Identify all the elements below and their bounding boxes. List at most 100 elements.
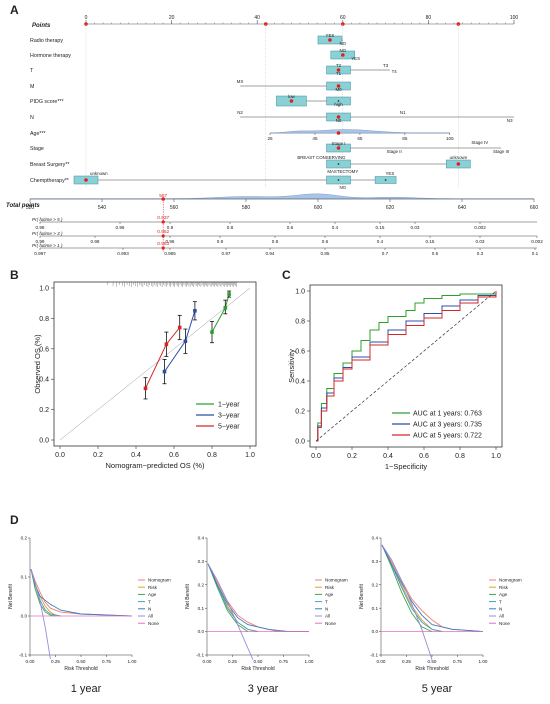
x-tick-label: 1.00 xyxy=(305,659,314,664)
y-axis-label: Net Benefit xyxy=(359,584,365,609)
legend-label: AUC at 1 years: 0.763 xyxy=(413,411,482,418)
dca-line xyxy=(207,563,259,633)
legend-label: 1−year xyxy=(218,402,240,409)
y-axis-label: Net Benefit xyxy=(8,584,14,609)
x-tick-label: 0.00 xyxy=(26,659,35,664)
level-label: NO xyxy=(340,48,347,53)
level-label: N3 xyxy=(507,118,513,123)
legend-label: N xyxy=(499,607,502,612)
y-tick-label: 0.2 xyxy=(198,582,205,587)
legend-label: None xyxy=(499,621,510,626)
legend-label: AUC at 3 years: 0.735 xyxy=(413,422,482,429)
dca-line xyxy=(30,569,133,617)
level-marker xyxy=(289,99,294,103)
x-tick-label: 0.25 xyxy=(51,659,60,664)
level-marker xyxy=(456,162,461,166)
variable-label: Radio therapy xyxy=(30,38,63,44)
age-tick-label: 25 xyxy=(267,136,273,141)
roc-curve xyxy=(316,291,497,442)
calibration-point xyxy=(183,339,188,343)
dca-subplot: 0.00 0.25 0.50 0.75 1.00 -0.1 0.0 0.1 0.2 0.3 0.4 R… xyxy=(185,536,348,695)
level-label: T2 xyxy=(336,63,342,68)
level-marker xyxy=(336,115,341,119)
age-tick-label: 105 xyxy=(446,136,454,141)
level-marker xyxy=(341,53,345,57)
points-tick-label: 40 xyxy=(254,15,260,21)
x-tick-label: 0.2 xyxy=(93,452,103,459)
x-axis-label: 1−Specificity xyxy=(385,462,428,471)
prob-tick-label: 0.8 xyxy=(272,239,279,244)
prob-tick-label: 0.94 xyxy=(266,251,275,256)
total-tick-label: 580 xyxy=(242,205,251,211)
level-label: MASTECTOMY xyxy=(327,169,358,174)
y-tick-label: 0.2 xyxy=(39,407,49,414)
y-tick-label: 0.3 xyxy=(198,559,205,564)
points-label: Points xyxy=(32,23,51,29)
y-tick-label: 1.0 xyxy=(295,289,305,296)
x-tick-label: 0.6 xyxy=(419,453,429,460)
prob-tick-label: 0.9 xyxy=(217,239,224,244)
calibration-point xyxy=(227,292,231,296)
variable-label: Chemptherapy** xyxy=(30,178,69,184)
dca-line xyxy=(30,569,61,617)
variable-label: M xyxy=(30,84,34,90)
level-label: N2 xyxy=(237,110,243,115)
panel-a-label: A xyxy=(10,3,19,17)
y-tick-label: 0.0 xyxy=(198,629,205,634)
panel-d: D 0.00 0.25 0.50 0.75 1.00 -0.1 0.0 0.1 0.2 Risk T… xyxy=(8,513,522,695)
variable-label: Hormone therapy xyxy=(30,53,71,59)
legend-label: All xyxy=(148,614,153,619)
x-axis-label: Risk Threshold xyxy=(415,666,448,672)
dca-line xyxy=(381,544,484,633)
dca-line xyxy=(381,544,433,633)
total-tick-label: 560 xyxy=(170,205,179,211)
y-tick-label: 0.8 xyxy=(295,319,305,326)
x-tick-label: 0.6 xyxy=(169,452,179,459)
prob-tick-label: 0.6 xyxy=(287,225,294,230)
legend-label: T xyxy=(148,599,151,604)
level-label: T1 xyxy=(336,71,342,76)
calibration-point xyxy=(193,309,197,313)
legend-label: N xyxy=(148,607,151,612)
x-tick-label: 0.75 xyxy=(279,659,288,664)
level-marker xyxy=(84,178,88,182)
level-label: high xyxy=(334,102,343,107)
prob-marker xyxy=(161,246,165,250)
y-tick-label: 0.2 xyxy=(372,582,379,587)
prob-tick-label: 0.985 xyxy=(164,251,176,256)
prob-value: 0.952 xyxy=(157,229,169,235)
x-axis-label: Risk Threshold xyxy=(64,666,97,672)
prob-tick-label: 0.15 xyxy=(376,225,385,230)
prob-tick-label: 0.1 xyxy=(532,251,539,256)
prob-label: Pr( futime > 1 ) xyxy=(32,243,63,248)
x-tick-label: 0.25 xyxy=(228,659,237,664)
variable-label: Breast Surgery** xyxy=(30,162,69,168)
level-label: T3 xyxy=(383,63,389,68)
subplot-caption: 5 year xyxy=(422,683,453,695)
dca-line xyxy=(30,569,51,659)
y-tick-label: 0.6 xyxy=(39,346,49,353)
y-tick-label: 0.0 xyxy=(39,438,49,445)
y-tick-label: 0.3 xyxy=(372,559,379,564)
level-label: low xyxy=(288,94,295,99)
prob-tick-label: 0.03 xyxy=(411,225,420,230)
calibration-point xyxy=(143,386,148,391)
calibration-point xyxy=(223,305,228,310)
level-marker xyxy=(336,146,341,150)
subplot-caption: 1 year xyxy=(71,683,102,695)
x-tick-label: 0.75 xyxy=(102,659,111,664)
y-tick-label: 0.8 xyxy=(39,316,49,323)
y-tick-label: -0.1 xyxy=(370,653,378,658)
level-dot xyxy=(337,163,340,165)
prob-tick-label: 0.85 xyxy=(321,251,330,256)
dca-subplot: 0.00 0.25 0.50 0.75 1.00 -0.1 0.0 0.1 0.2 0.3 0.4 R… xyxy=(359,536,522,695)
legend-label: All xyxy=(499,614,504,619)
dca-line xyxy=(207,563,254,660)
prob-label: Pr( futime > 3 ) xyxy=(32,231,63,236)
y-tick-label: -0.1 xyxy=(19,653,27,658)
dca-line xyxy=(381,544,484,633)
level-dot xyxy=(384,179,387,181)
level-dot xyxy=(337,100,340,102)
dca-line xyxy=(30,569,56,617)
x-tick-label: 0.2 xyxy=(347,453,357,460)
